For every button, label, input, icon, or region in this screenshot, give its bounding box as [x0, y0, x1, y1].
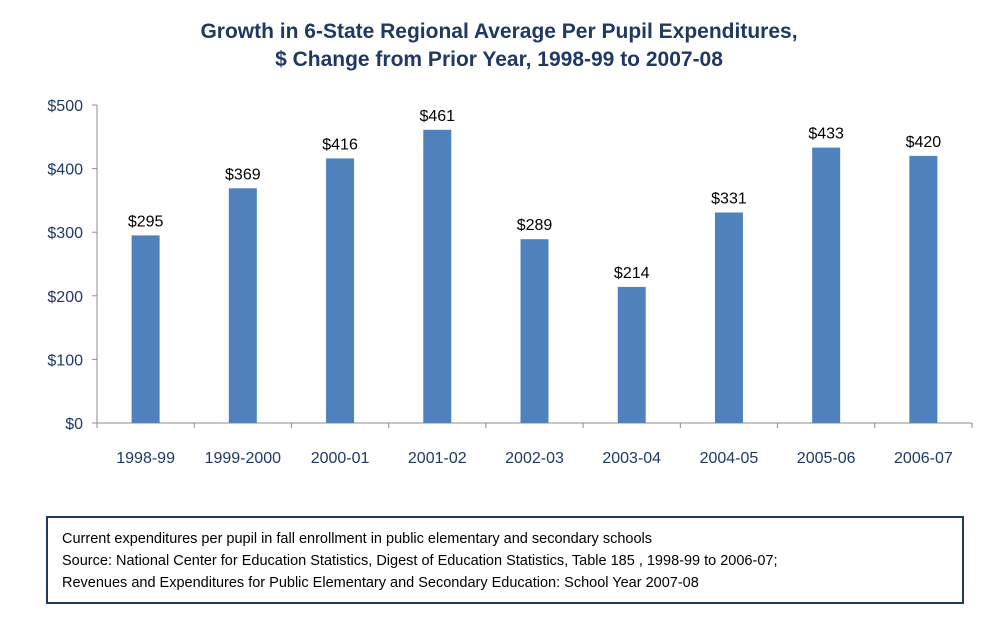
source-note-box: Current expenditures per pupil in fall e… [46, 516, 964, 604]
bar [520, 239, 549, 423]
data-label: $295 [128, 213, 164, 230]
x-tick-label: 2000-01 [311, 450, 370, 467]
data-label: $289 [517, 217, 553, 234]
x-tick-label: 1999-2000 [205, 450, 282, 467]
bar [423, 129, 452, 423]
bar [909, 155, 938, 423]
data-label: $416 [322, 136, 358, 153]
data-label: $331 [711, 190, 747, 207]
x-tick-label: 2004-05 [700, 450, 759, 467]
chart-subtitle: $ Change from Prior Year, 1998-99 to 200… [275, 48, 723, 71]
data-label: $369 [225, 166, 261, 183]
y-tick-label: $0 [65, 416, 83, 433]
note-line-source: Source: National Center for Education St… [62, 553, 778, 569]
x-tick-label: 2002-03 [505, 450, 564, 467]
y-tick-label: $300 [47, 225, 83, 242]
note-line-source-continued: Revenues and Expenditures for Public Ele… [62, 575, 699, 591]
bar [131, 235, 160, 423]
note-line-description: Current expenditures per pupil in fall e… [62, 531, 652, 547]
x-tick-label: 2005-06 [797, 450, 856, 467]
x-tick-label: 1998-99 [116, 450, 175, 467]
y-tick-label: $100 [47, 352, 83, 369]
bar [812, 147, 841, 423]
bar [228, 188, 257, 423]
chart-title: Growth in 6-State Regional Average Per P… [200, 20, 798, 43]
y-tick-label: $500 [47, 98, 83, 115]
bar [617, 286, 646, 423]
bar [326, 158, 355, 423]
x-tick-label: 2006-07 [894, 450, 953, 467]
bar [714, 212, 743, 423]
x-tick-label: 2003-04 [602, 450, 661, 467]
data-label: $214 [614, 265, 650, 282]
x-tick-label: 2001-02 [408, 450, 467, 467]
chart-bars: $295 $369 $416 $461 $289 $214 $331 $433 $420 [128, 108, 941, 423]
data-label: $433 [808, 126, 844, 143]
y-tick-label: $400 [47, 162, 83, 179]
y-tick-label: $200 [47, 289, 83, 306]
data-label: $420 [906, 134, 942, 151]
data-label: $461 [419, 108, 455, 125]
